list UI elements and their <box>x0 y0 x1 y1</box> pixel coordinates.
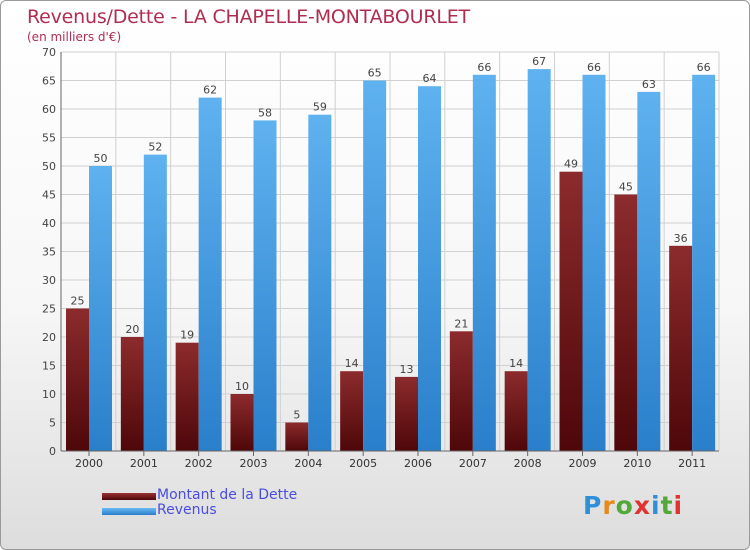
legend-label-revenue: Revenus <box>157 502 217 518</box>
grid-lines <box>60 51 720 452</box>
debt-value-label: 5 <box>293 409 300 422</box>
logo-letter: o <box>615 491 634 520</box>
x-tick-label: 2011 <box>678 457 706 470</box>
y-tick-label: 65 <box>42 75 56 88</box>
y-tick-label: 50 <box>42 160 56 173</box>
debt-bar <box>175 342 199 451</box>
revenue-value-label: 58 <box>258 106 272 119</box>
proxiti-logo: Proxiti <box>583 491 683 520</box>
legend-swatch-debt <box>102 493 156 500</box>
revenue-value-label: 67 <box>532 55 546 68</box>
debt-bar <box>559 171 583 451</box>
x-tick-label: 2001 <box>130 457 158 470</box>
x-tick-label: 2006 <box>404 457 432 470</box>
debt-value-label: 13 <box>400 363 414 376</box>
y-tick-label: 40 <box>42 217 56 230</box>
revenue-value-label: 66 <box>697 61 711 74</box>
x-tick-label: 2004 <box>294 457 322 470</box>
revenue-bar <box>418 86 441 451</box>
debt-value-label: 20 <box>125 323 139 336</box>
debt-bar <box>66 308 89 451</box>
logo-letter: i <box>673 491 684 520</box>
bars <box>66 69 716 452</box>
debt-bar <box>395 376 418 451</box>
y-tick-label: 45 <box>42 189 56 202</box>
x-tick-label: 2007 <box>459 457 487 470</box>
debt-bar <box>230 394 254 451</box>
revenue-value-label: 65 <box>368 67 382 80</box>
debt-value-label: 14 <box>345 357 359 370</box>
revenue-value-label: 66 <box>477 61 491 74</box>
y-tick-label: 30 <box>42 274 56 287</box>
revenue-bar <box>198 97 222 451</box>
revenue-bar <box>582 74 606 452</box>
y-tick-label: 25 <box>42 303 56 316</box>
y-tick-label: 20 <box>42 331 56 344</box>
revenue-value-label: 50 <box>94 152 108 165</box>
revenue-bar <box>527 69 551 451</box>
y-tick-label: 0 <box>49 445 56 458</box>
y-tick-label: 55 <box>42 132 56 145</box>
revenue-value-label: 62 <box>203 84 217 97</box>
revenue-bar <box>253 120 277 452</box>
debt-bar <box>669 245 693 451</box>
revenue-bar <box>363 80 387 451</box>
debt-value-label: 49 <box>564 158 578 171</box>
logo-letter: r <box>602 491 616 520</box>
debt-value-label: 45 <box>619 181 633 194</box>
x-tick-label: 2000 <box>75 457 103 470</box>
revenue-value-label: 59 <box>313 101 327 114</box>
x-tick-label: 2003 <box>240 457 268 470</box>
axes: 0 5 10 15 20 25 30 35 40 45 50 55 60 65 70 2000 2001 2002… <box>42 46 719 470</box>
debt-bar <box>120 337 144 451</box>
revenue-bar <box>472 74 496 452</box>
debt-bar <box>340 371 364 451</box>
revenue-bar <box>692 74 716 452</box>
y-tick-label: 70 <box>42 46 56 59</box>
revenue-value-label: 52 <box>148 141 162 154</box>
legend-label-debt: Montant de la Dette <box>157 487 298 503</box>
debt-bar <box>285 422 309 451</box>
debt-value-label: 21 <box>454 317 468 330</box>
debt-value-label: 14 <box>509 357 523 370</box>
debt-value-label: 10 <box>235 380 249 393</box>
x-tick-label: 2008 <box>514 457 542 470</box>
revenue-value-label: 63 <box>642 78 656 91</box>
revenue-bar <box>143 154 167 451</box>
x-tick-label: 2009 <box>569 457 597 470</box>
chart-title: Revenus/Dette - LA CHAPELLE-MONTABOURLET <box>27 6 470 28</box>
legend-swatch-revenue <box>102 508 156 515</box>
debt-bar <box>449 331 473 451</box>
y-tick-label: 5 <box>49 417 56 430</box>
data-labels: 25 50 20 52 19 62 10 58 5 59 14 65 13 64 21 66 14 67 49 66 4… <box>71 55 711 421</box>
revenue-value-label: 66 <box>587 61 601 74</box>
y-tick-label: 10 <box>42 388 56 401</box>
revenue-value-label: 64 <box>423 72 437 85</box>
debt-value-label: 19 <box>180 329 194 342</box>
debt-bar <box>504 371 528 451</box>
debt-bar <box>614 194 638 451</box>
x-tick-label: 2005 <box>349 457 377 470</box>
x-tick-label: 2010 <box>623 457 651 470</box>
chart-subtitle: (en milliers d'€) <box>27 30 122 44</box>
logo-letter: P <box>583 491 603 520</box>
debt-value-label: 25 <box>71 295 85 308</box>
revenue-bar <box>308 114 332 451</box>
logo-letter: i <box>651 491 661 520</box>
revenue-bar <box>637 91 661 452</box>
x-tick-label: 2002 <box>185 457 213 470</box>
y-tick-label: 15 <box>42 360 56 373</box>
logo-letter: t <box>660 491 674 520</box>
logo-letter: x <box>633 491 651 520</box>
revenue-bar <box>89 166 112 451</box>
y-tick-label: 35 <box>42 246 56 259</box>
y-tick-label: 60 <box>42 103 56 116</box>
debt-value-label: 36 <box>674 232 688 245</box>
